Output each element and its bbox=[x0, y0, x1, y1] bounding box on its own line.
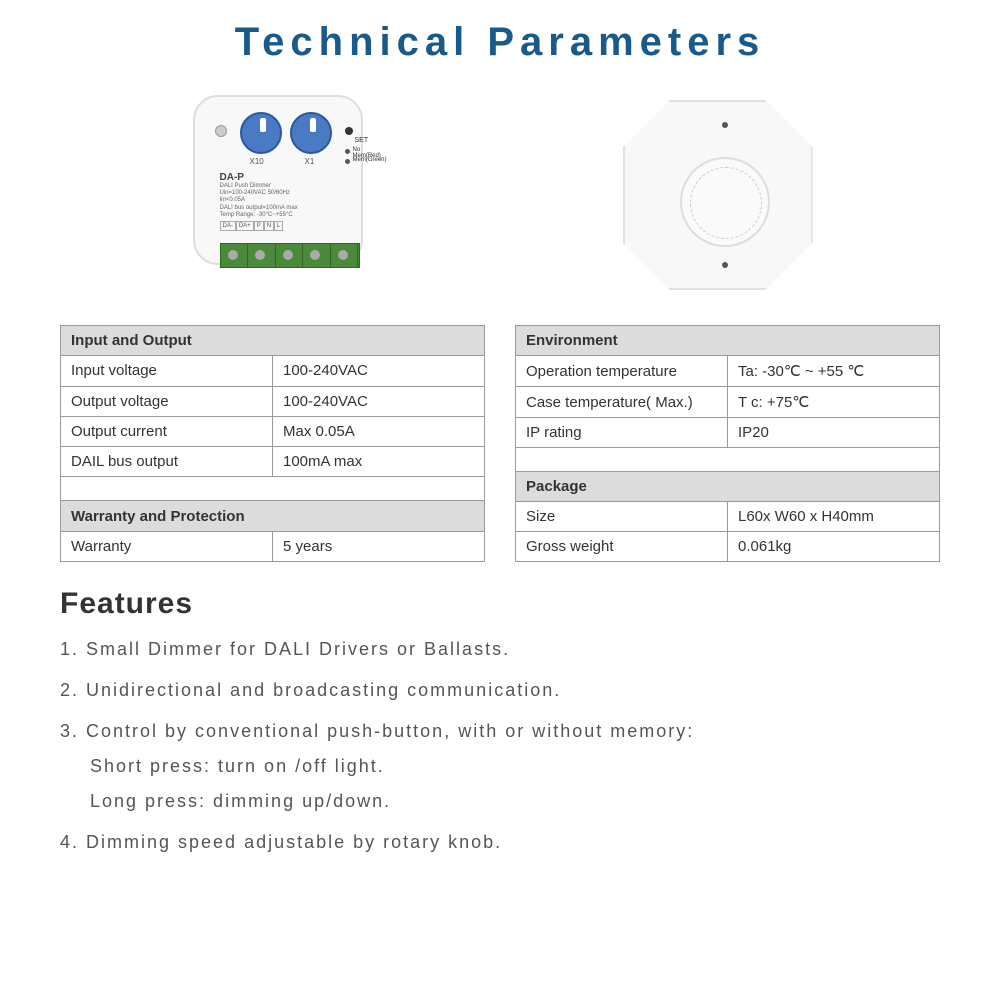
table-row: Gross weight0.061kg bbox=[516, 532, 940, 562]
led-green-icon bbox=[345, 159, 350, 164]
spacer-row bbox=[61, 477, 485, 501]
table-cell: Size bbox=[516, 502, 728, 532]
table-cell: Output current bbox=[61, 416, 273, 446]
page-title: Technical Parameters bbox=[60, 20, 940, 65]
dial-label-x10: X10 bbox=[250, 157, 264, 166]
terminal-labels: DA- DA+ P N L bbox=[220, 221, 284, 231]
table-row: Case temperature( Max.)T c: +75℃ bbox=[516, 387, 940, 418]
table-cell: Output voltage bbox=[61, 386, 273, 416]
feature-sub: Long press: dimming up/down. bbox=[60, 788, 940, 815]
section-header: Environment bbox=[516, 326, 940, 356]
product-images-row: X10 X1 SET No Mem(Red) Mem(Green) DA-P D… bbox=[60, 85, 940, 305]
table-row: Output currentMax 0.05A bbox=[61, 416, 485, 446]
table-row: Warranty5 years bbox=[61, 531, 485, 561]
spacer-row bbox=[516, 448, 940, 472]
table-cell: Max 0.05A bbox=[273, 416, 485, 446]
terminal-lbl: L bbox=[274, 221, 283, 231]
table-cell: Ta: -30℃ ~ +55 ℃ bbox=[728, 356, 940, 387]
device-spec4: Temp Range: -30°C~+55°C bbox=[220, 212, 298, 219]
table-row: SizeL60x W60 x H40mm bbox=[516, 502, 940, 532]
features-title: Features bbox=[60, 587, 940, 621]
feature-sub: Short press: turn on /off light. bbox=[60, 753, 940, 780]
device-model: DA-P bbox=[220, 172, 244, 183]
device-spec3: DALI bus output=100mA max bbox=[220, 205, 298, 212]
section-header: Package bbox=[516, 472, 940, 502]
feature-item: 3. Control by conventional push-button, … bbox=[60, 718, 940, 815]
feature-item: 2. Unidirectional and broadcasting commu… bbox=[60, 677, 940, 704]
spec-table-right: Environment Operation temperatureTa: -30… bbox=[515, 325, 940, 562]
table-cell: 100mA max bbox=[273, 447, 485, 477]
feature-item: 4. Dimming speed adjustable by rotary kn… bbox=[60, 829, 940, 856]
mem-green-label: Mem(Green) bbox=[353, 157, 387, 163]
terminal-block-icon bbox=[220, 243, 360, 268]
table-cell: Operation temperature bbox=[516, 356, 728, 387]
table-row: Operation temperatureTa: -30℃ ~ +55 ℃ bbox=[516, 356, 940, 387]
device-spec2: Iin<0.05A bbox=[220, 197, 298, 204]
back-screw-icon bbox=[722, 122, 728, 128]
table-cell: Case temperature( Max.) bbox=[516, 387, 728, 418]
rotary-dial-x1-icon bbox=[290, 112, 332, 154]
set-label: SET bbox=[355, 137, 369, 144]
table-cell: 100-240VAC bbox=[273, 356, 485, 386]
device-back-image bbox=[618, 95, 818, 295]
device-label-block: DA-P DALI Push Dimmer Uin=100-240VAC 50/… bbox=[220, 172, 298, 219]
led-red-icon bbox=[345, 149, 350, 154]
table-cell: L60x W60 x H40mm bbox=[728, 502, 940, 532]
device-front-image: X10 X1 SET No Mem(Red) Mem(Green) DA-P D… bbox=[183, 95, 373, 295]
table-cell: IP rating bbox=[516, 418, 728, 448]
back-screw-icon bbox=[722, 262, 728, 268]
table-row: IP ratingIP20 bbox=[516, 418, 940, 448]
table-cell: T c: +75℃ bbox=[728, 387, 940, 418]
back-circle-icon bbox=[680, 157, 770, 247]
table-row: Output voltage100-240VAC bbox=[61, 386, 485, 416]
screw-hole-icon bbox=[215, 125, 227, 137]
table-row: DAIL bus output100mA max bbox=[61, 447, 485, 477]
terminal-lbl: N bbox=[264, 221, 274, 231]
spec-tables-row: Input and Output Input voltage100-240VAC… bbox=[60, 325, 940, 562]
spec-table-left: Input and Output Input voltage100-240VAC… bbox=[60, 325, 485, 562]
device-spec1: Uin=100-240VAC 50/60Hz bbox=[220, 190, 298, 197]
table-cell: IP20 bbox=[728, 418, 940, 448]
table-cell: Warranty bbox=[61, 531, 273, 561]
dial-label-x1: X1 bbox=[305, 157, 315, 166]
section-header: Warranty and Protection bbox=[61, 501, 485, 531]
feature-item: 1. Small Dimmer for DALI Drivers or Ball… bbox=[60, 636, 940, 663]
table-row: Input voltage100-240VAC bbox=[61, 356, 485, 386]
section-header: Input and Output bbox=[61, 326, 485, 356]
feature-text: 3. Control by conventional push-button, … bbox=[60, 721, 694, 741]
terminal-lbl: P bbox=[254, 221, 264, 231]
table-cell: 5 years bbox=[273, 531, 485, 561]
table-cell: Input voltage bbox=[61, 356, 273, 386]
table-cell: 100-240VAC bbox=[273, 386, 485, 416]
table-cell: 0.061kg bbox=[728, 532, 940, 562]
rotary-dial-x10-icon bbox=[240, 112, 282, 154]
table-cell: DAIL bus output bbox=[61, 447, 273, 477]
terminal-lbl: DA- bbox=[220, 221, 236, 231]
set-button-icon bbox=[345, 127, 353, 135]
terminal-lbl: DA+ bbox=[236, 221, 254, 231]
table-cell: Gross weight bbox=[516, 532, 728, 562]
device-name: DALI Push Dimmer bbox=[220, 183, 298, 190]
features-list: 1. Small Dimmer for DALI Drivers or Ball… bbox=[60, 636, 940, 856]
